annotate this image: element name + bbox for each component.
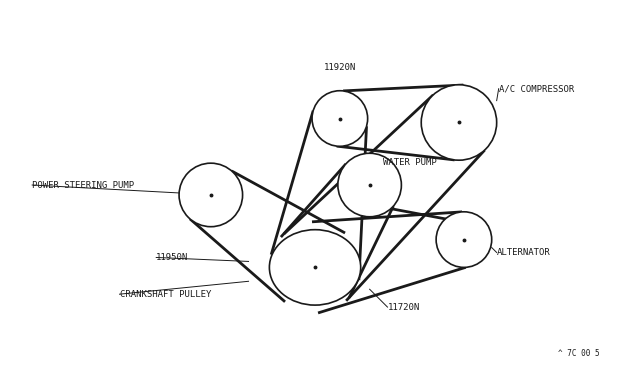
Ellipse shape (436, 212, 492, 267)
Ellipse shape (269, 230, 361, 305)
Text: A/C COMPRESSOR: A/C COMPRESSOR (499, 84, 574, 93)
Text: WATER PUMP: WATER PUMP (383, 158, 436, 167)
Text: 11920N: 11920N (324, 63, 356, 73)
Text: POWER STEERING PUMP: POWER STEERING PUMP (32, 180, 134, 189)
Ellipse shape (421, 85, 497, 160)
Ellipse shape (338, 153, 401, 217)
Text: 11720N: 11720N (387, 302, 420, 312)
Text: ALTERNATOR: ALTERNATOR (497, 248, 550, 257)
Text: 11950N: 11950N (156, 253, 189, 262)
Ellipse shape (179, 163, 243, 227)
Text: CRANKSHAFT PULLEY: CRANKSHAFT PULLEY (120, 290, 211, 299)
Ellipse shape (312, 91, 367, 146)
Text: ^ 7C 00 5: ^ 7C 00 5 (558, 349, 600, 358)
